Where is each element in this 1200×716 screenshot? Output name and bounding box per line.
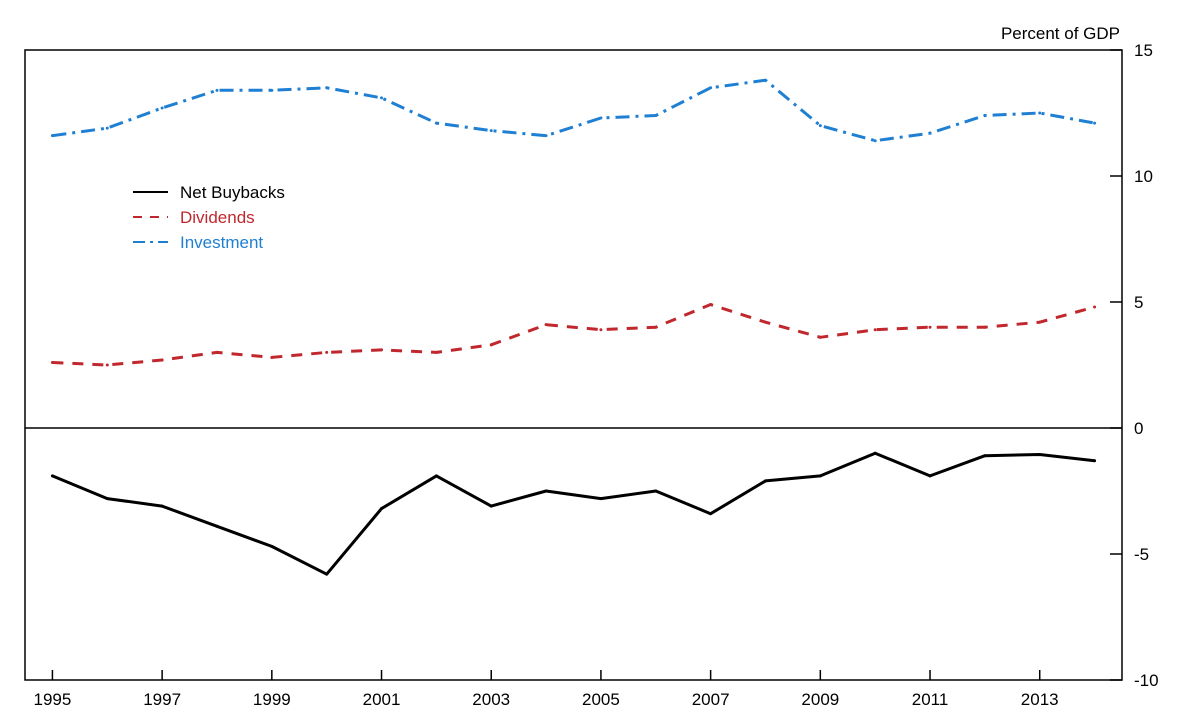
data-point-net-buybacks bbox=[763, 479, 767, 483]
data-point-investment bbox=[709, 86, 713, 90]
data-point-investment bbox=[599, 116, 603, 120]
data-point-net-buybacks bbox=[818, 474, 822, 478]
data-point-net-buybacks bbox=[215, 524, 219, 528]
data-point-investment bbox=[983, 114, 987, 118]
data-point-dividends bbox=[380, 348, 384, 352]
y-unit-label: Percent of GDP bbox=[1001, 24, 1120, 43]
x-tick-label: 1999 bbox=[253, 690, 291, 709]
data-point-dividends bbox=[763, 320, 767, 324]
data-point-investment bbox=[215, 88, 219, 92]
data-point-dividends bbox=[873, 328, 877, 332]
x-tick-label: 2013 bbox=[1021, 690, 1059, 709]
data-point-net-buybacks bbox=[270, 544, 274, 548]
data-point-dividends bbox=[489, 343, 493, 347]
x-tick-label: 1997 bbox=[143, 690, 181, 709]
data-point-net-buybacks bbox=[873, 451, 877, 455]
series-line-dividends bbox=[52, 303, 1096, 367]
plot-frame bbox=[24, 49, 1123, 681]
data-point-dividends bbox=[709, 303, 713, 307]
y-tick-label: 15 bbox=[1134, 41, 1153, 60]
data-point-dividends bbox=[983, 325, 987, 329]
y-axis: -10 -5 0 5 10 15 bbox=[1110, 41, 1159, 690]
data-point-net-buybacks bbox=[654, 489, 658, 493]
x-tick-label: 2003 bbox=[472, 690, 510, 709]
data-point-dividends bbox=[654, 325, 658, 329]
data-point-investment bbox=[1093, 121, 1097, 125]
data-point-net-buybacks bbox=[928, 474, 932, 478]
data-point-dividends bbox=[325, 350, 329, 354]
data-point-investment bbox=[654, 114, 658, 118]
data-point-investment bbox=[489, 129, 493, 133]
y-tick-label: 10 bbox=[1134, 167, 1153, 186]
legend: Net Buybacks Dividends Investment bbox=[133, 183, 285, 252]
data-point-dividends bbox=[160, 358, 164, 362]
data-point-net-buybacks bbox=[599, 497, 603, 501]
data-point-investment bbox=[1038, 111, 1042, 115]
data-point-dividends bbox=[215, 350, 219, 354]
x-tick-label: 1995 bbox=[34, 690, 72, 709]
data-point-net-buybacks bbox=[1038, 452, 1042, 456]
data-point-investment bbox=[50, 134, 54, 138]
data-point-dividends bbox=[270, 355, 274, 359]
y-tick-label: 0 bbox=[1134, 419, 1143, 438]
data-point-net-buybacks bbox=[325, 572, 329, 576]
x-tick-label: 2005 bbox=[582, 690, 620, 709]
data-point-net-buybacks bbox=[160, 504, 164, 508]
series-layer bbox=[50, 78, 1097, 576]
data-point-dividends bbox=[928, 325, 932, 329]
data-point-net-buybacks bbox=[709, 512, 713, 516]
data-point-dividends bbox=[434, 350, 438, 354]
data-point-investment bbox=[818, 124, 822, 128]
data-point-net-buybacks bbox=[434, 474, 438, 478]
data-point-dividends bbox=[544, 323, 548, 327]
x-tick-label: 2009 bbox=[801, 690, 839, 709]
data-point-dividends bbox=[599, 328, 603, 332]
data-point-net-buybacks bbox=[1093, 459, 1097, 463]
data-point-investment bbox=[928, 131, 932, 135]
legend-label-net-buybacks: Net Buybacks bbox=[180, 183, 285, 202]
y-tick-label: -5 bbox=[1134, 545, 1149, 564]
legend-label-dividends: Dividends bbox=[180, 208, 255, 227]
data-point-investment bbox=[380, 96, 384, 100]
x-tick-label: 2011 bbox=[912, 690, 949, 709]
series-line-investment bbox=[52, 78, 1095, 143]
y-tick-label: -10 bbox=[1134, 671, 1159, 690]
data-point-net-buybacks bbox=[50, 474, 54, 478]
data-point-net-buybacks bbox=[983, 454, 987, 458]
data-point-investment bbox=[270, 88, 274, 92]
data-point-investment bbox=[160, 106, 164, 110]
data-point-investment bbox=[325, 86, 329, 90]
data-point-dividends bbox=[1038, 320, 1042, 324]
data-point-investment bbox=[873, 139, 877, 143]
legend-label-investment: Investment bbox=[180, 233, 263, 252]
data-point-net-buybacks bbox=[380, 507, 384, 511]
data-point-dividends bbox=[105, 363, 109, 367]
data-point-net-buybacks bbox=[544, 489, 548, 493]
x-tick-label: 2007 bbox=[692, 690, 730, 709]
data-point-net-buybacks bbox=[105, 497, 109, 501]
data-point-net-buybacks bbox=[489, 504, 493, 508]
data-point-investment bbox=[544, 134, 548, 138]
data-point-investment bbox=[105, 126, 109, 130]
data-point-dividends bbox=[1093, 305, 1097, 309]
series-line-net-buybacks bbox=[51, 451, 1095, 576]
y-tick-label: 5 bbox=[1134, 293, 1143, 312]
data-point-investment bbox=[763, 78, 767, 82]
data-point-investment bbox=[434, 121, 438, 125]
data-point-dividends bbox=[818, 335, 822, 339]
x-tick-label: 2001 bbox=[363, 690, 401, 709]
x-axis: 1995 1997 1999 2001 2003 2005 2007 2009 2011 2013 bbox=[34, 670, 1059, 709]
data-point-dividends bbox=[50, 360, 54, 364]
